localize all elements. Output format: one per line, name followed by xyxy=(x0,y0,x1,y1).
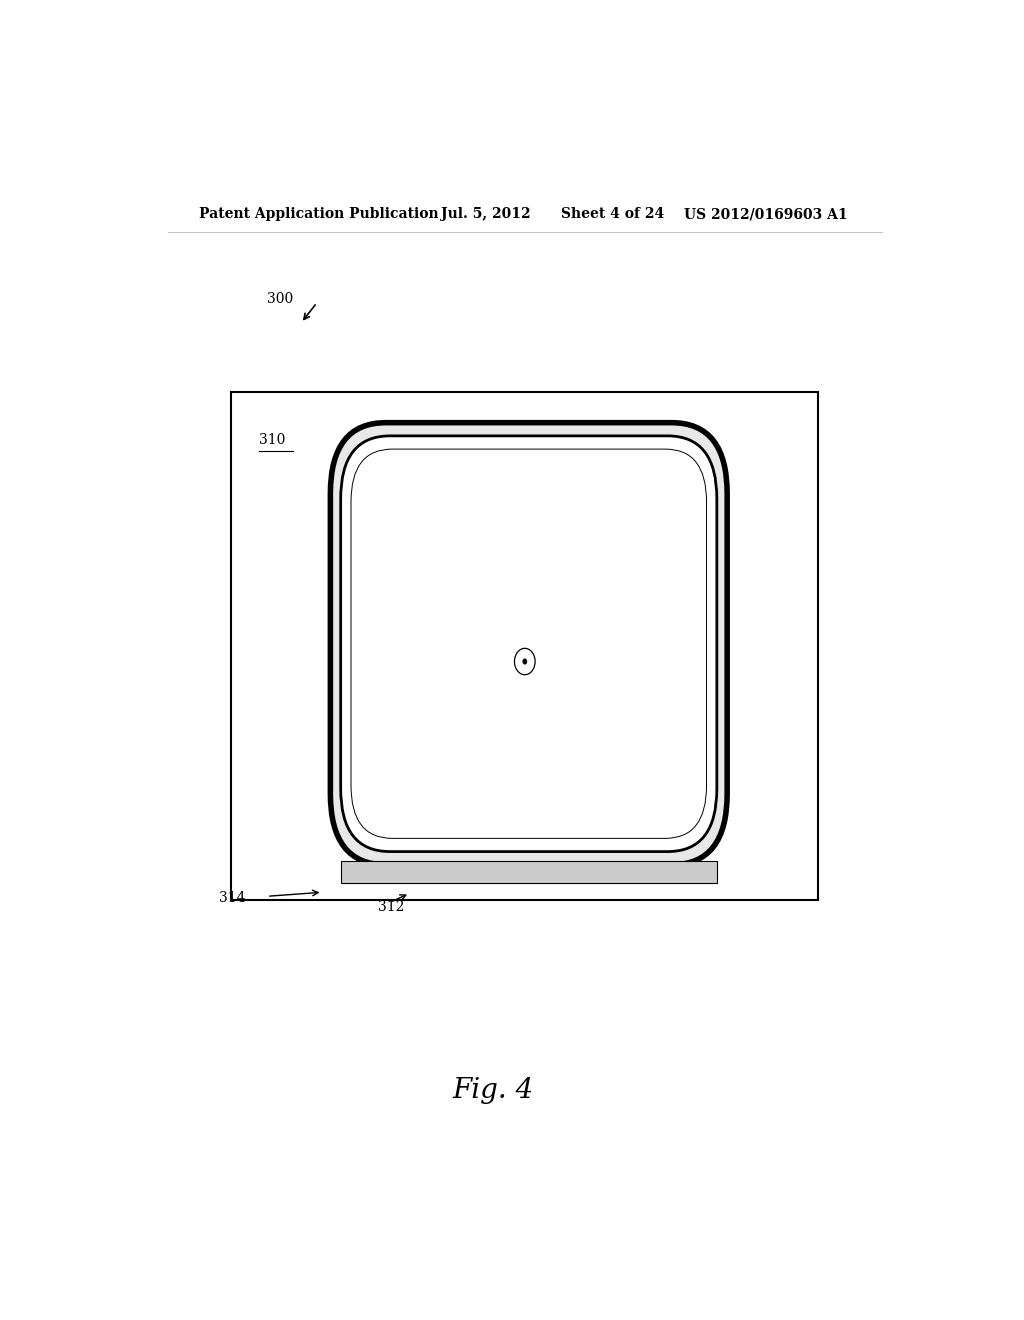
Text: Z: Z xyxy=(499,640,507,653)
Text: US 2012/0169603 A1: US 2012/0169603 A1 xyxy=(684,207,847,222)
Text: Jul. 5, 2012: Jul. 5, 2012 xyxy=(441,207,531,222)
FancyBboxPatch shape xyxy=(331,422,727,865)
Text: 312: 312 xyxy=(378,900,404,915)
Text: Sheet 4 of 24: Sheet 4 of 24 xyxy=(560,207,664,222)
Text: 320: 320 xyxy=(378,502,404,516)
Bar xyxy=(341,861,717,883)
FancyBboxPatch shape xyxy=(351,449,707,838)
Text: Y: Y xyxy=(588,655,596,668)
Text: Fig. 4: Fig. 4 xyxy=(453,1077,534,1104)
Text: X: X xyxy=(538,733,547,746)
Text: 300: 300 xyxy=(267,292,293,306)
FancyBboxPatch shape xyxy=(341,436,717,851)
Text: 314: 314 xyxy=(219,891,246,906)
Text: 310: 310 xyxy=(259,433,286,447)
Bar xyxy=(231,392,818,900)
Circle shape xyxy=(522,659,527,664)
Text: Patent Application Publication: Patent Application Publication xyxy=(200,207,439,222)
